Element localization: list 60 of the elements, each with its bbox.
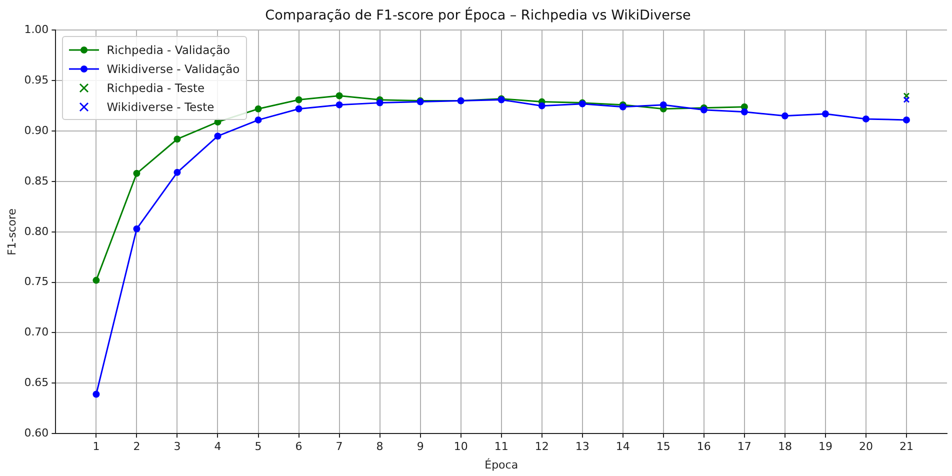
point	[133, 170, 140, 177]
x-tick-label: 18	[778, 440, 792, 454]
point	[740, 108, 748, 116]
x-tick-label: 8	[376, 440, 384, 454]
x-tick-label: 21	[899, 440, 914, 454]
x-tick-label: 19	[818, 440, 832, 454]
point	[902, 116, 910, 124]
point	[903, 96, 910, 104]
point	[92, 276, 100, 284]
point	[336, 92, 343, 100]
point	[133, 225, 140, 232]
x-tick-label: 20	[858, 440, 873, 454]
x-tick-label: 9	[416, 440, 424, 454]
point	[862, 115, 870, 122]
chart-title: Comparação de F1-score por Época – Richpedia vs WikiDiverse	[265, 6, 691, 24]
x-tick-label: 1	[92, 440, 100, 454]
point	[660, 101, 667, 108]
y-tick-label: 0.65	[24, 376, 49, 390]
y-tick-label: 0.60	[24, 426, 49, 440]
point	[376, 99, 384, 106]
y-tick-label: 0.95	[24, 73, 49, 86]
x-tick-label: 12	[534, 440, 549, 454]
point	[174, 168, 181, 176]
point	[254, 116, 262, 124]
y-tick-label: 0.70	[24, 326, 49, 339]
y-tick-label: 1.00	[24, 23, 49, 36]
x-tick-label: 7	[336, 440, 343, 454]
x-tick-label: 10	[454, 440, 468, 454]
point	[538, 102, 546, 110]
point	[254, 105, 262, 112]
x-tick-label: 14	[616, 440, 630, 454]
x-tick-label: 16	[696, 440, 711, 454]
y-tick-label: 0.80	[24, 224, 49, 238]
x-tick-label: 3	[174, 440, 181, 454]
legend-label: Richpedia - Validação	[106, 42, 230, 57]
y-tick-label: 0.90	[24, 124, 49, 137]
point	[903, 92, 910, 99]
point	[295, 96, 302, 104]
legend-label: Wikidiverse - Teste	[106, 100, 214, 114]
point	[336, 101, 343, 108]
y-axis-title: F1-score	[5, 208, 18, 256]
point	[92, 390, 100, 398]
point	[781, 112, 788, 120]
x-tick-label: 4	[214, 440, 222, 454]
x-tick-label: 13	[575, 440, 590, 454]
y-tick-label: 0.75	[24, 275, 49, 288]
x-tick-label: 15	[656, 440, 670, 454]
point	[214, 132, 222, 140]
x-tick-label: 6	[295, 440, 302, 454]
point	[822, 110, 829, 118]
x-tick-label: 5	[254, 440, 262, 454]
x-axis-title: Época	[484, 457, 518, 472]
point	[174, 136, 181, 143]
point	[295, 105, 302, 112]
x-tick-label: 11	[494, 440, 508, 454]
legend-label: Wikidiverse - Validação	[106, 62, 240, 76]
x-tick-label: 17	[737, 440, 752, 454]
legend-label: Richpedia - Teste	[106, 80, 205, 95]
y-tick-label: 0.85	[24, 174, 49, 188]
x-tick-label: 2	[133, 440, 140, 454]
